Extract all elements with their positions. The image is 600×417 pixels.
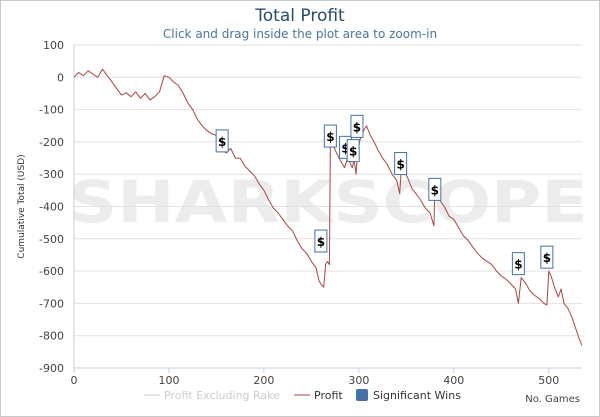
- significant-win-flag[interactable]: $: [346, 139, 360, 163]
- x-tick-label: 300: [348, 374, 369, 387]
- significant-win-flag[interactable]: $: [394, 152, 408, 176]
- significant-win-flag[interactable]: $: [314, 229, 328, 253]
- y-tick-label: -900: [39, 362, 64, 375]
- flag-box: [540, 245, 554, 269]
- significant-win-flag[interactable]: $: [511, 252, 525, 276]
- flag-box: [323, 124, 337, 148]
- legend-item-profit[interactable]: Profit: [294, 389, 343, 402]
- legend-item-profit-excluding-rake[interactable]: Profit Excluding Rake: [144, 389, 280, 402]
- y-tick-label: 0: [57, 71, 64, 84]
- x-tick-label: 0: [71, 374, 78, 387]
- y-tick-label: 100: [43, 39, 64, 52]
- legend-label: Profit: [314, 389, 343, 402]
- significant-win-flag[interactable]: $: [215, 129, 229, 153]
- flag-label: $: [353, 120, 361, 134]
- flag-label: $: [349, 145, 357, 159]
- flag-box: [350, 114, 364, 138]
- flag-label: $: [326, 130, 334, 144]
- flag-box: [394, 152, 408, 176]
- flag-box: [511, 252, 525, 276]
- flag-label: $: [218, 135, 226, 149]
- flag-label: $: [543, 251, 551, 265]
- y-tick-label: -300: [39, 168, 64, 181]
- flag-label: $: [341, 141, 349, 155]
- chart-subtitle: Click and drag inside the plot area to z…: [162, 27, 438, 41]
- watermark-logo: SHARKSCOPE: [68, 168, 588, 236]
- legend-label: Profit Excluding Rake: [164, 389, 280, 402]
- x-tick-label: 500: [538, 374, 559, 387]
- flag-box: [215, 129, 229, 153]
- legend: Profit Excluding Rake Profit Significant W…: [144, 389, 461, 402]
- flag-box: [346, 139, 360, 163]
- chart-title: Total Profit: [255, 6, 345, 26]
- significant-win-flag[interactable]: $: [350, 114, 364, 138]
- x-tick-label: 200: [253, 374, 274, 387]
- flag-label: $: [514, 258, 522, 272]
- legend-label: Significant Wins: [373, 389, 461, 402]
- significant-win-flag[interactable]: $: [540, 245, 554, 269]
- flag-label: $: [317, 235, 325, 249]
- significant-win-flag[interactable]: $: [428, 177, 442, 201]
- flag-label: $: [431, 183, 439, 197]
- legend-symbol: [356, 389, 368, 401]
- y-tick-label: -500: [39, 233, 64, 246]
- x-axis-label: No. Games: [525, 394, 580, 405]
- flag-box: [428, 177, 442, 201]
- legend-item-significant-wins[interactable]: Significant Wins: [356, 389, 461, 402]
- y-tick-label: -200: [39, 136, 64, 149]
- x-tick-label: 100: [158, 374, 179, 387]
- flag-box: [314, 229, 328, 253]
- y-tick-label: -700: [39, 297, 64, 310]
- y-axis-label: Cumulative Total (USD): [17, 154, 27, 258]
- flag-label: $: [396, 158, 404, 172]
- significant-win-flag[interactable]: $: [323, 124, 337, 148]
- y-tick-label: -600: [39, 265, 64, 278]
- x-tick-label: 400: [443, 374, 464, 387]
- y-tick-label: -400: [39, 201, 64, 214]
- y-tick-label: -100: [39, 104, 64, 117]
- y-tick-label: -800: [39, 330, 64, 343]
